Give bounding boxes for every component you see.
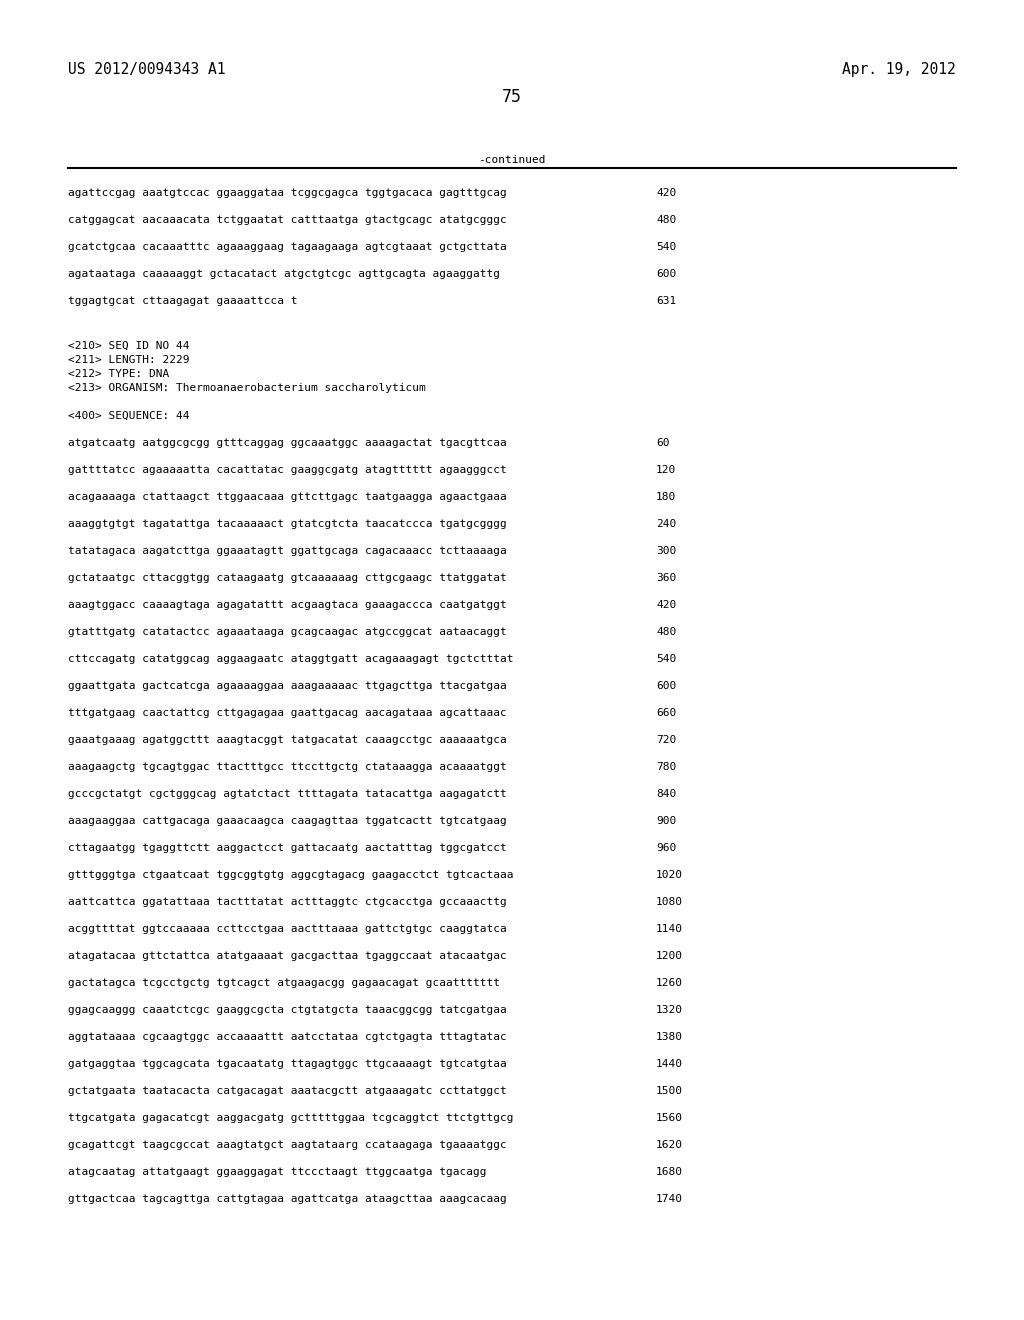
- Text: 300: 300: [656, 546, 676, 556]
- Text: tggagtgcat cttaagagat gaaaattcca t: tggagtgcat cttaagagat gaaaattcca t: [68, 296, 298, 306]
- Text: Apr. 19, 2012: Apr. 19, 2012: [843, 62, 956, 77]
- Text: aaagaaggaa cattgacaga gaaacaagca caagagttaa tggatcactt tgtcatgaag: aaagaaggaa cattgacaga gaaacaagca caagagt…: [68, 816, 507, 826]
- Text: aggtataaaa cgcaagtggc accaaaattt aatcctataa cgtctgagta tttagtatac: aggtataaaa cgcaagtggc accaaaattt aatccta…: [68, 1032, 507, 1041]
- Text: gttgactcaa tagcagttga cattgtagaa agattcatga ataagcttaa aaagcacaag: gttgactcaa tagcagttga cattgtagaa agattca…: [68, 1195, 507, 1204]
- Text: atagcaatag attatgaagt ggaaggagat ttccctaagt ttggcaatga tgacagg: atagcaatag attatgaagt ggaaggagat ttcccta…: [68, 1167, 486, 1177]
- Text: 120: 120: [656, 465, 676, 475]
- Text: 1620: 1620: [656, 1140, 683, 1150]
- Text: 960: 960: [656, 843, 676, 853]
- Text: <210> SEQ ID NO 44: <210> SEQ ID NO 44: [68, 341, 189, 351]
- Text: aaagtggacc caaaagtaga agagatattt acgaagtaca gaaagaccca caatgatggt: aaagtggacc caaaagtaga agagatattt acgaagt…: [68, 601, 507, 610]
- Text: 1020: 1020: [656, 870, 683, 880]
- Text: 1680: 1680: [656, 1167, 683, 1177]
- Text: gctatgaata taatacacta catgacagat aaatacgctt atgaaagatc ccttatggct: gctatgaata taatacacta catgacagat aaatacg…: [68, 1086, 507, 1096]
- Text: gactatagca tcgcctgctg tgtcagct atgaagacgg gagaacagat gcaattttttt: gactatagca tcgcctgctg tgtcagct atgaagacg…: [68, 978, 500, 987]
- Text: US 2012/0094343 A1: US 2012/0094343 A1: [68, 62, 225, 77]
- Text: 1740: 1740: [656, 1195, 683, 1204]
- Text: gtatttgatg catatactcc agaaataaga gcagcaagac atgccggcat aataacaggt: gtatttgatg catatactcc agaaataaga gcagcaa…: [68, 627, 507, 638]
- Text: aaaggtgtgt tagatattga tacaaaaact gtatcgtcta taacatccca tgatgcgggg: aaaggtgtgt tagatattga tacaaaaact gtatcgt…: [68, 519, 507, 529]
- Text: ggaattgata gactcatcga agaaaaggaa aaagaaaaac ttgagcttga ttacgatgaa: ggaattgata gactcatcga agaaaaggaa aaagaaa…: [68, 681, 507, 690]
- Text: agataataga caaaaaggt gctacatact atgctgtcgc agttgcagta agaaggattg: agataataga caaaaaggt gctacatact atgctgtc…: [68, 269, 500, 279]
- Text: ttgcatgata gagacatcgt aaggacgatg gctttttggaa tcgcaggtct ttctgttgcg: ttgcatgata gagacatcgt aaggacgatg gcttttt…: [68, 1113, 513, 1123]
- Text: 420: 420: [656, 601, 676, 610]
- Text: tatatagaca aagatcttga ggaaatagtt ggattgcaga cagacaaacc tcttaaaaga: tatatagaca aagatcttga ggaaatagtt ggattgc…: [68, 546, 507, 556]
- Text: 1440: 1440: [656, 1059, 683, 1069]
- Text: 420: 420: [656, 187, 676, 198]
- Text: 75: 75: [502, 88, 522, 106]
- Text: 1320: 1320: [656, 1005, 683, 1015]
- Text: 600: 600: [656, 269, 676, 279]
- Text: <211> LENGTH: 2229: <211> LENGTH: 2229: [68, 355, 189, 366]
- Text: 1080: 1080: [656, 898, 683, 907]
- Text: 631: 631: [656, 296, 676, 306]
- Text: 540: 540: [656, 242, 676, 252]
- Text: <400> SEQUENCE: 44: <400> SEQUENCE: 44: [68, 411, 189, 421]
- Text: cttagaatgg tgaggttctt aaggactcct gattacaatg aactatttag tggcgatcct: cttagaatgg tgaggttctt aaggactcct gattaca…: [68, 843, 507, 853]
- Text: aaagaagctg tgcagtggac ttactttgcc ttccttgctg ctataaagga acaaaatggt: aaagaagctg tgcagtggac ttactttgcc ttccttg…: [68, 762, 507, 772]
- Text: gcccgctatgt cgctgggcag agtatctact ttttagata tatacattga aagagatctt: gcccgctatgt cgctgggcag agtatctact ttttag…: [68, 789, 507, 799]
- Text: agattccgag aaatgtccac ggaaggataa tcggcgagca tggtgacaca gagtttgcag: agattccgag aaatgtccac ggaaggataa tcggcga…: [68, 187, 507, 198]
- Text: atagatacaa gttctattca atatgaaaat gacgacttaa tgaggccaat atacaatgac: atagatacaa gttctattca atatgaaaat gacgact…: [68, 950, 507, 961]
- Text: gatgaggtaa tggcagcata tgacaatatg ttagagtggc ttgcaaaagt tgtcatgtaa: gatgaggtaa tggcagcata tgacaatatg ttagagt…: [68, 1059, 507, 1069]
- Text: 600: 600: [656, 681, 676, 690]
- Text: gtttgggtga ctgaatcaat tggcggtgtg aggcgtagacg gaagacctct tgtcactaaa: gtttgggtga ctgaatcaat tggcggtgtg aggcgta…: [68, 870, 513, 880]
- Text: acggttttat ggtccaaaaa ccttcctgaa aactttaaaa gattctgtgc caaggtatca: acggttttat ggtccaaaaa ccttcctgaa aacttta…: [68, 924, 507, 935]
- Text: gaaatgaaag agatggcttt aaagtacggt tatgacatat caaagcctgc aaaaaatgca: gaaatgaaag agatggcttt aaagtacggt tatgaca…: [68, 735, 507, 744]
- Text: 1200: 1200: [656, 950, 683, 961]
- Text: 840: 840: [656, 789, 676, 799]
- Text: 60: 60: [656, 438, 670, 447]
- Text: 1560: 1560: [656, 1113, 683, 1123]
- Text: cttccagatg catatggcag aggaagaatc ataggtgatt acagaaagagt tgctctttat: cttccagatg catatggcag aggaagaatc ataggtg…: [68, 653, 513, 664]
- Text: tttgatgaag caactattcg cttgagagaa gaattgacag aacagataaa agcattaaac: tttgatgaag caactattcg cttgagagaa gaattga…: [68, 708, 507, 718]
- Text: 780: 780: [656, 762, 676, 772]
- Text: -continued: -continued: [478, 154, 546, 165]
- Text: <212> TYPE: DNA: <212> TYPE: DNA: [68, 370, 169, 379]
- Text: <213> ORGANISM: Thermoanaerobacterium saccharolyticum: <213> ORGANISM: Thermoanaerobacterium sa…: [68, 383, 426, 393]
- Text: 1140: 1140: [656, 924, 683, 935]
- Text: gctataatgc cttacggtgg cataagaatg gtcaaaaaag cttgcgaagc ttatggatat: gctataatgc cttacggtgg cataagaatg gtcaaaa…: [68, 573, 507, 583]
- Text: acagaaaaga ctattaagct ttggaacaaa gttcttgagc taatgaagga agaactgaaa: acagaaaaga ctattaagct ttggaacaaa gttcttg…: [68, 492, 507, 502]
- Text: atgatcaatg aatggcgcgg gtttcaggag ggcaaatggc aaaagactat tgacgttcaa: atgatcaatg aatggcgcgg gtttcaggag ggcaaat…: [68, 438, 507, 447]
- Text: 180: 180: [656, 492, 676, 502]
- Text: gcatctgcaa cacaaatttc agaaaggaag tagaagaaga agtcgtaaat gctgcttata: gcatctgcaa cacaaatttc agaaaggaag tagaaga…: [68, 242, 507, 252]
- Text: aattcattca ggatattaaa tactttatat actttaggtc ctgcacctga gccaaacttg: aattcattca ggatattaaa tactttatat actttag…: [68, 898, 507, 907]
- Text: ggagcaaggg caaatctcgc gaaggcgcta ctgtatgcta taaacggcgg tatcgatgaa: ggagcaaggg caaatctcgc gaaggcgcta ctgtatg…: [68, 1005, 507, 1015]
- Text: 480: 480: [656, 215, 676, 224]
- Text: 660: 660: [656, 708, 676, 718]
- Text: 480: 480: [656, 627, 676, 638]
- Text: 360: 360: [656, 573, 676, 583]
- Text: 540: 540: [656, 653, 676, 664]
- Text: 1380: 1380: [656, 1032, 683, 1041]
- Text: 240: 240: [656, 519, 676, 529]
- Text: catggagcat aacaaacata tctggaatat catttaatga gtactgcagc atatgcgggc: catggagcat aacaaacata tctggaatat catttaa…: [68, 215, 507, 224]
- Text: 1500: 1500: [656, 1086, 683, 1096]
- Text: gcagattcgt taagcgccat aaagtatgct aagtataarg ccataagaga tgaaaatggc: gcagattcgt taagcgccat aaagtatgct aagtata…: [68, 1140, 507, 1150]
- Text: 720: 720: [656, 735, 676, 744]
- Text: 1260: 1260: [656, 978, 683, 987]
- Text: gattttatcc agaaaaatta cacattatac gaaggcgatg atagtttttt agaagggcct: gattttatcc agaaaaatta cacattatac gaaggcg…: [68, 465, 507, 475]
- Text: 900: 900: [656, 816, 676, 826]
